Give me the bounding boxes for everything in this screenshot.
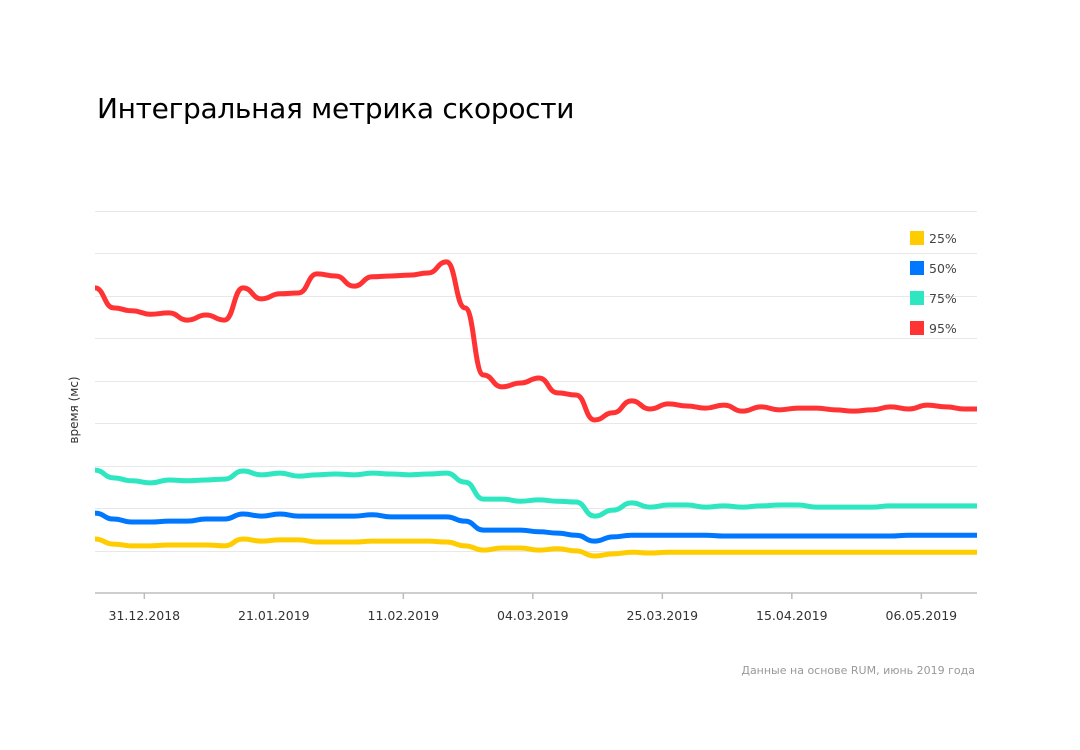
legend-swatch <box>910 291 924 305</box>
y-axis-label: время (мс) <box>67 376 81 443</box>
series-line-25pct <box>95 536 977 559</box>
footnote: Данные на основе RUM, июнь 2019 года <box>741 664 975 677</box>
series-line-95pct <box>95 259 977 423</box>
legend-swatch <box>910 231 924 245</box>
x-tick-label: 21.01.2019 <box>238 608 310 623</box>
series-line-50pct <box>95 510 977 544</box>
legend-label: 50% <box>929 261 957 276</box>
chart-title: Интегральная метрика скорости <box>97 92 575 125</box>
x-tick-label: 25.03.2019 <box>627 608 699 623</box>
legend-swatch <box>910 321 924 335</box>
legend-label: 75% <box>929 291 957 306</box>
x-tick-label: 31.12.2018 <box>109 608 181 623</box>
x-tick-label: 04.03.2019 <box>497 608 569 623</box>
legend: 25% 50% 75% 95% <box>910 231 957 336</box>
legend-label: 25% <box>929 231 957 246</box>
x-axis: 31.12.2018 21.01.2019 11.02.2019 04.03.2019… <box>95 592 977 623</box>
x-tick-label: 11.02.2019 <box>368 608 440 623</box>
legend-label: 95% <box>929 321 957 336</box>
x-tick-label: 15.04.2019 <box>756 608 828 623</box>
series-line-75pct <box>95 467 977 519</box>
legend-swatch <box>910 261 924 275</box>
series-lines <box>95 259 977 559</box>
x-tick-label: 06.05.2019 <box>886 608 958 623</box>
gridlines <box>95 211 977 552</box>
